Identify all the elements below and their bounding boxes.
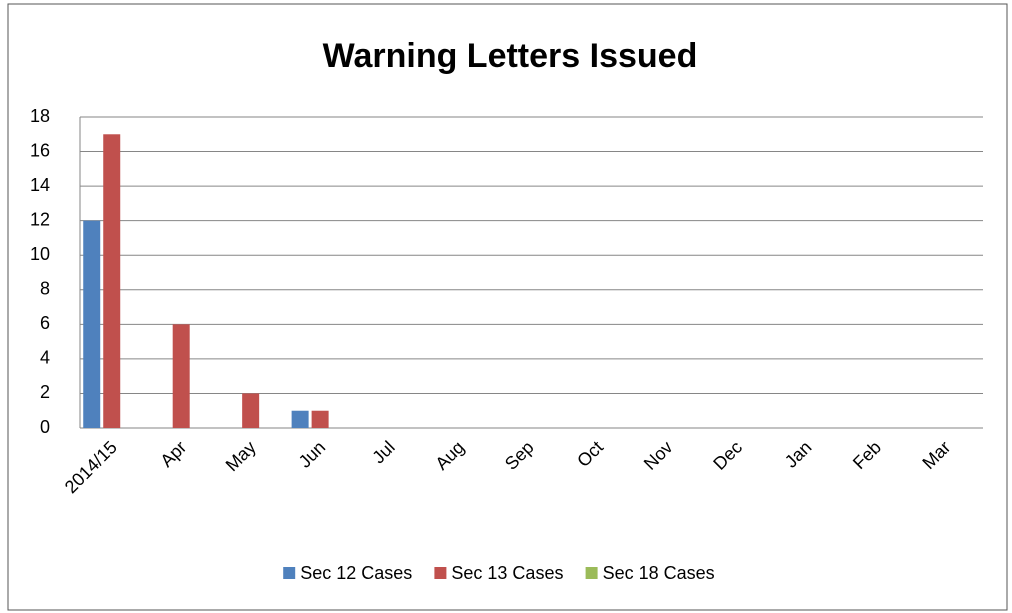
bar [242,393,260,428]
bar [291,410,309,428]
legend-swatch [585,567,598,579]
chart-title: Warning Letters Issued [323,37,698,75]
y-tick-label: 0 [40,417,50,437]
legend-label: Sec 13 Cases [451,563,563,583]
legend-label: Sec 12 Cases [300,563,412,583]
y-tick-label: 10 [30,244,50,264]
bar [83,220,101,428]
legend-label: Sec 18 Cases [603,563,715,583]
y-tick-label: 14 [30,175,50,195]
y-tick-label: 2 [40,382,50,402]
bar [103,134,121,428]
y-tick-label: 12 [30,209,50,229]
y-tick-label: 18 [30,106,50,126]
bar [172,324,190,428]
y-tick-label: 6 [40,313,50,333]
y-tick-label: 4 [40,348,50,368]
y-tick-label: 16 [30,140,50,160]
y-tick-label: 8 [40,279,50,299]
legend-swatch [434,567,447,579]
legend-swatch [283,567,296,579]
bar [311,410,329,428]
chart-frame [7,3,1008,611]
